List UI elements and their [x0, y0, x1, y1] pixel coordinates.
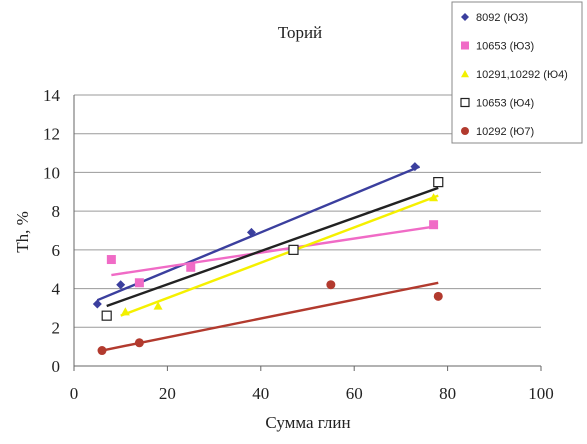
- points-layer: [92, 162, 444, 356]
- data-point-series-4: [288, 244, 299, 255]
- data-point-series-3: [153, 301, 163, 310]
- legend-marker: [461, 13, 469, 21]
- y-tick-label: 0: [52, 357, 61, 376]
- y-tick-label: 2: [52, 318, 61, 337]
- y-tick-label: 14: [43, 86, 61, 105]
- x-axis-label: Сумма глин: [265, 413, 350, 432]
- data-point-series-3: [120, 307, 130, 316]
- trend-line-3: [120, 194, 439, 317]
- data-point-series-1: [246, 227, 256, 237]
- chart-title: Торий: [278, 23, 322, 42]
- legend: 8092 (Ю3) 10653 (Ю3) 10291,10292 (Ю4) 10653…: [451, 1, 583, 144]
- y-tick-label: 8: [52, 202, 61, 221]
- y-tick-label: 10: [43, 163, 60, 182]
- data-point-series-4: [433, 177, 444, 188]
- y-axis-label: Th, %: [13, 211, 32, 253]
- legend-marker: [461, 41, 469, 50]
- data-point-series-5: [433, 291, 443, 301]
- legend-label: 10292 (Ю7): [476, 126, 534, 138]
- data-point-series-2: [429, 220, 439, 230]
- x-tick-label: 80: [439, 384, 456, 403]
- legend-marker: [461, 70, 469, 78]
- y-tick-label: 12: [43, 125, 60, 144]
- data-point-series-1: [410, 162, 420, 172]
- x-tick-label: 20: [159, 384, 176, 403]
- trend-line-4: [106, 186, 439, 308]
- x-tick-label: 100: [528, 384, 554, 403]
- data-point-series-5: [134, 338, 144, 348]
- legend-marker: [460, 97, 470, 108]
- legend-marker: [461, 127, 469, 135]
- data-point-series-5: [326, 280, 336, 290]
- legend-label: 10653 (Ю3): [476, 41, 534, 53]
- trend-line-2: [111, 225, 434, 277]
- data-point-series-5: [97, 346, 107, 356]
- x-tick-label: 60: [346, 384, 363, 403]
- data-point-series-2: [134, 278, 144, 288]
- data-point-series-2: [186, 262, 196, 272]
- data-point-series-1: [92, 299, 102, 309]
- legend-label: 10291,10292 (Ю4): [476, 69, 568, 81]
- trend-line-1: [96, 165, 421, 302]
- grid-layer: [74, 94, 541, 328]
- y-tick-label: 6: [52, 241, 61, 260]
- trend-layer: [96, 165, 439, 352]
- data-point-series-2: [106, 255, 116, 265]
- legend-label: 8092 (Ю3): [476, 12, 528, 24]
- x-tick-label: 0: [70, 384, 79, 403]
- data-point-series-4: [101, 310, 112, 321]
- legend-box: [451, 1, 583, 144]
- legend-label: 10653 (Ю4): [476, 98, 534, 110]
- data-point-series-1: [116, 280, 126, 290]
- axes-layer: 0 2 4 6 8 10 12 14 0 20 40 60 80 100: [43, 86, 554, 403]
- x-tick-label: 40: [252, 384, 269, 403]
- y-tick-label: 4: [52, 280, 61, 299]
- data-point-series-3: [429, 193, 439, 202]
- trend-line-5: [101, 281, 439, 352]
